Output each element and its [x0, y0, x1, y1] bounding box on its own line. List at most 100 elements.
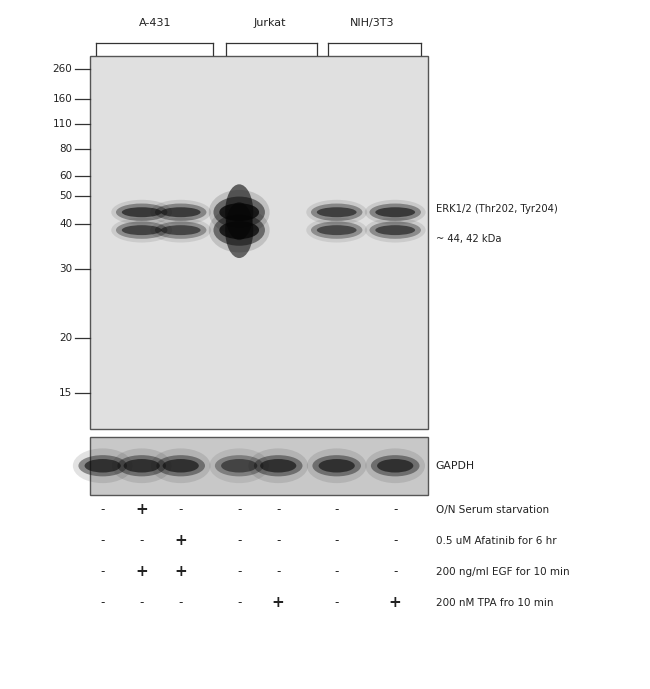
Ellipse shape: [260, 459, 296, 473]
Ellipse shape: [318, 459, 355, 473]
Ellipse shape: [116, 221, 168, 239]
Text: -: -: [237, 535, 241, 547]
Text: -: -: [393, 535, 397, 547]
Ellipse shape: [162, 459, 199, 473]
Ellipse shape: [209, 208, 270, 252]
Text: -: -: [237, 566, 241, 578]
Ellipse shape: [155, 203, 207, 221]
Ellipse shape: [365, 449, 425, 483]
Text: -: -: [140, 535, 144, 547]
Ellipse shape: [306, 200, 367, 225]
Text: -: -: [101, 535, 105, 547]
Ellipse shape: [221, 459, 257, 473]
Text: -: -: [393, 566, 397, 578]
Text: +: +: [174, 564, 187, 579]
Ellipse shape: [150, 218, 211, 243]
Ellipse shape: [124, 459, 160, 473]
Text: -: -: [179, 597, 183, 609]
Ellipse shape: [84, 459, 121, 473]
Text: A-431: A-431: [138, 17, 171, 28]
Ellipse shape: [213, 196, 265, 228]
Ellipse shape: [219, 203, 259, 221]
Ellipse shape: [150, 200, 211, 225]
Text: 60: 60: [59, 171, 72, 181]
Ellipse shape: [369, 203, 421, 221]
Ellipse shape: [365, 218, 426, 243]
Text: +: +: [174, 533, 187, 548]
Ellipse shape: [116, 203, 168, 221]
Text: -: -: [276, 566, 280, 578]
Text: 30: 30: [59, 264, 72, 274]
Ellipse shape: [371, 455, 419, 476]
Text: -: -: [237, 504, 241, 516]
Ellipse shape: [225, 185, 254, 240]
Ellipse shape: [112, 449, 172, 483]
Ellipse shape: [118, 455, 166, 476]
Ellipse shape: [209, 449, 269, 483]
Text: -: -: [237, 597, 241, 609]
Text: ERK1/2 (Thr202, Tyr204): ERK1/2 (Thr202, Tyr204): [436, 204, 557, 214]
Text: -: -: [101, 566, 105, 578]
Text: -: -: [335, 597, 339, 609]
Text: 50: 50: [59, 191, 72, 200]
Ellipse shape: [122, 225, 162, 235]
Ellipse shape: [122, 207, 162, 217]
Ellipse shape: [219, 221, 259, 239]
Text: Jurkat: Jurkat: [254, 17, 286, 28]
Ellipse shape: [311, 203, 363, 221]
Ellipse shape: [311, 221, 363, 239]
Text: -: -: [140, 597, 144, 609]
Text: NIH/3T3: NIH/3T3: [350, 17, 394, 28]
Text: -: -: [101, 504, 105, 516]
Text: O/N Serum starvation: O/N Serum starvation: [436, 505, 549, 515]
Text: -: -: [393, 504, 397, 516]
Text: 260: 260: [53, 64, 72, 74]
Text: -: -: [101, 597, 105, 609]
Text: +: +: [389, 595, 402, 610]
Text: +: +: [135, 564, 148, 579]
Ellipse shape: [161, 225, 201, 235]
Text: 20: 20: [59, 333, 72, 342]
Ellipse shape: [213, 214, 265, 246]
Ellipse shape: [375, 207, 415, 217]
Ellipse shape: [317, 225, 357, 235]
Text: -: -: [276, 535, 280, 547]
Text: +: +: [272, 595, 285, 610]
Ellipse shape: [248, 449, 308, 483]
Bar: [90, 437, 428, 495]
Ellipse shape: [225, 203, 254, 258]
Text: 80: 80: [59, 144, 72, 154]
Ellipse shape: [161, 207, 201, 217]
Text: GAPDH: GAPDH: [436, 461, 474, 471]
Text: 40: 40: [59, 219, 72, 229]
Text: -: -: [179, 504, 183, 516]
Text: ~ 44, 42 kDa: ~ 44, 42 kDa: [436, 234, 501, 244]
Ellipse shape: [317, 207, 357, 217]
Ellipse shape: [254, 455, 302, 476]
Text: -: -: [276, 504, 280, 516]
Ellipse shape: [79, 455, 127, 476]
Ellipse shape: [157, 455, 205, 476]
Ellipse shape: [313, 455, 361, 476]
Text: 160: 160: [53, 94, 72, 104]
Text: -: -: [335, 504, 339, 516]
Text: 200 ng/ml EGF for 10 min: 200 ng/ml EGF for 10 min: [436, 567, 569, 577]
Ellipse shape: [369, 221, 421, 239]
Text: 200 nM TPA fro 10 min: 200 nM TPA fro 10 min: [436, 598, 553, 608]
Text: -: -: [335, 566, 339, 578]
Ellipse shape: [151, 449, 211, 483]
Ellipse shape: [215, 455, 263, 476]
Ellipse shape: [73, 449, 133, 483]
Ellipse shape: [111, 218, 172, 243]
Ellipse shape: [155, 221, 207, 239]
Bar: [90, 56, 428, 429]
Text: 15: 15: [59, 388, 72, 398]
Text: +: +: [135, 502, 148, 517]
Ellipse shape: [365, 200, 426, 225]
Text: 0.5 uM Afatinib for 6 hr: 0.5 uM Afatinib for 6 hr: [436, 536, 556, 546]
Ellipse shape: [306, 218, 367, 243]
Ellipse shape: [111, 200, 172, 225]
Ellipse shape: [209, 190, 270, 234]
Ellipse shape: [377, 459, 413, 473]
Ellipse shape: [307, 449, 367, 483]
